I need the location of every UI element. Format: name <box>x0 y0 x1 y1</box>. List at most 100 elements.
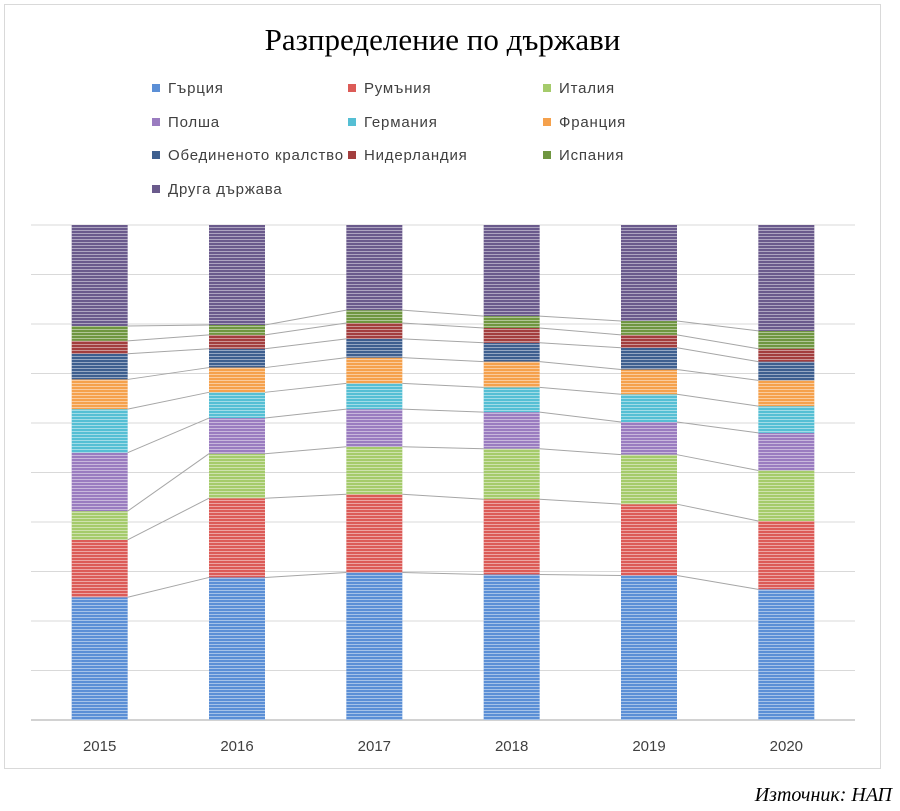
bar-texture <box>346 338 403 358</box>
bar-texture <box>71 353 128 380</box>
chart-frame <box>4 4 881 769</box>
series-line <box>676 347 759 363</box>
legend-item-франция: Франция <box>543 113 626 131</box>
bar-texture <box>209 348 265 368</box>
series-line <box>264 446 347 455</box>
series-line <box>127 348 210 355</box>
bar-texture <box>209 324 265 335</box>
bar-texture <box>346 357 403 384</box>
legend-item-полша: Полша <box>152 113 220 131</box>
bar-texture <box>483 387 540 413</box>
bar-texture <box>483 499 540 575</box>
legend-swatch <box>152 151 160 159</box>
series-lines <box>127 309 759 598</box>
legend-swatch <box>348 84 356 92</box>
x-tick-label: 2018 <box>495 738 528 755</box>
bar-texture <box>71 325 128 341</box>
legend-swatch <box>152 84 160 92</box>
bar-texture <box>758 348 815 362</box>
series-line <box>264 382 347 393</box>
bar-texture <box>621 347 677 370</box>
series-line <box>676 320 759 332</box>
chart-legend: Гърция Румъния Италия Полша Германия Франция О… <box>0 0 900 220</box>
bar-texture <box>71 597 128 720</box>
series-line <box>676 369 759 381</box>
series-line <box>402 309 484 317</box>
bars <box>71 225 815 720</box>
bar-texture <box>71 452 128 512</box>
legend-label: Румъния <box>364 79 432 97</box>
series-line <box>402 322 484 329</box>
bar-texture <box>483 574 540 720</box>
bar-texture <box>621 504 677 576</box>
bar-texture <box>346 446 403 495</box>
bar-texture <box>758 589 815 720</box>
bar-texture <box>758 330 815 349</box>
bar-texture <box>621 422 677 455</box>
bar-texture <box>758 406 815 433</box>
series-line <box>676 421 759 434</box>
bar-texture <box>346 409 403 447</box>
series-line <box>127 367 210 380</box>
bar-texture <box>758 380 815 407</box>
series-line <box>264 357 347 369</box>
legend-item-румъния: Румъния <box>348 79 431 97</box>
bar-texture <box>209 334 265 349</box>
bar-texture <box>346 572 403 720</box>
legend-item-германия: Германия <box>348 113 438 131</box>
series-line <box>539 386 622 395</box>
x-tick-label: 2019 <box>632 738 665 755</box>
series-line <box>127 453 210 512</box>
bar-texture <box>758 361 815 381</box>
series-line <box>539 411 622 423</box>
legend-item-друга-държава: Друга държава <box>152 180 283 198</box>
legend-swatch <box>152 185 160 193</box>
series-line <box>539 342 622 349</box>
bar-texture <box>71 511 128 540</box>
gridlines <box>31 224 855 721</box>
bar-texture <box>209 453 265 499</box>
bar-texture <box>346 383 403 410</box>
bar-texture <box>346 494 403 573</box>
legend-label: Испания <box>559 146 625 164</box>
bar-texture <box>71 379 128 410</box>
series-line <box>539 361 622 371</box>
x-tick-label: 2015 <box>83 738 116 755</box>
bar-texture <box>71 225 128 326</box>
series-line <box>127 576 210 598</box>
x-tick-labels: 2015 2016 2017 2018 2019 2020 <box>83 738 803 755</box>
series-line <box>539 498 622 505</box>
x-tick-label: 2016 <box>220 738 253 755</box>
chart-title: Разпределение по държави <box>264 22 621 57</box>
legend-item-гърция: Гърция <box>152 79 224 97</box>
bar-texture <box>209 392 265 419</box>
series-line <box>264 493 347 499</box>
legend-item-италия: Италия <box>543 79 615 97</box>
series-line <box>676 334 759 350</box>
bar-texture <box>209 577 265 720</box>
bar-texture <box>621 454 677 505</box>
legend-swatch <box>543 84 551 92</box>
bar-texture <box>621 575 677 720</box>
legend-label: Обединеното кралство <box>168 146 344 164</box>
bar-texture <box>209 498 265 578</box>
legend-swatch <box>543 118 551 126</box>
series-line <box>402 408 484 413</box>
legend-label: Италия <box>559 79 615 97</box>
series-line <box>127 497 210 541</box>
series-line <box>402 571 484 575</box>
bar-texture <box>621 334 677 348</box>
legend-swatch <box>543 151 551 159</box>
x-tick-label: 2020 <box>770 738 803 755</box>
legend-label: Гърция <box>168 79 224 97</box>
legend-item-испания: Испания <box>543 146 624 164</box>
bar-texture <box>346 310 403 324</box>
series-line <box>676 503 759 522</box>
source-note: Източник: НАП <box>754 784 892 806</box>
series-line <box>539 327 622 336</box>
legend-swatch <box>348 151 356 159</box>
series-line <box>127 324 210 327</box>
bar-texture <box>209 418 265 454</box>
series-line <box>264 408 347 419</box>
bar-texture <box>209 367 265 393</box>
